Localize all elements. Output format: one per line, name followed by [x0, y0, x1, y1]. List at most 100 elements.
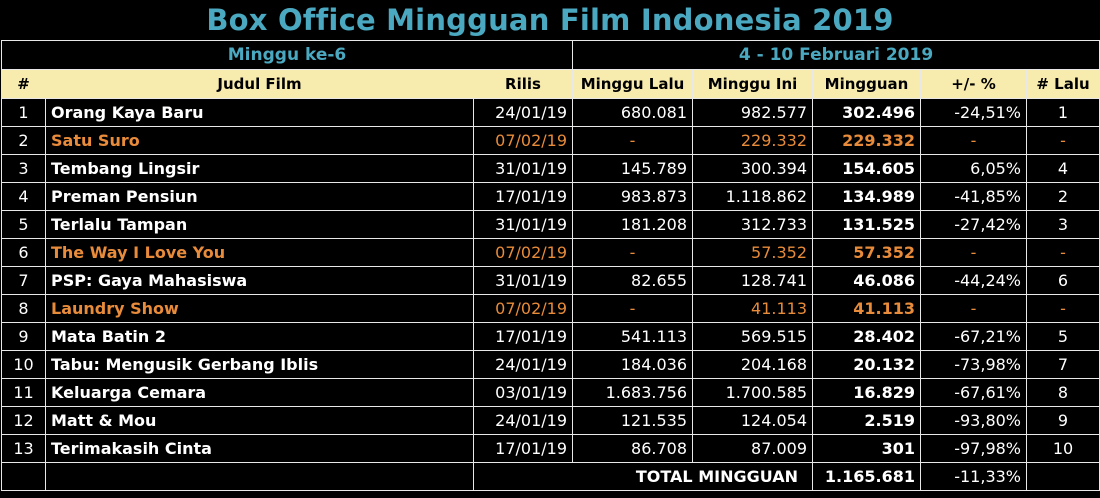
column-header-row: # Judul Film Rilis Minggu Lalu Minggu In…	[1, 69, 1100, 99]
last-rank-cell: 3	[1025, 210, 1100, 239]
rank-cell: 5	[1, 210, 46, 239]
weekly-cell: 154.605	[812, 154, 921, 183]
change-cell: -93,80%	[920, 406, 1027, 435]
film-title-cell: Preman Pensiun	[45, 182, 474, 211]
table-row: 9 Mata Batin 2 17/01/19 541.113 569.515 28.40…	[1, 322, 1100, 351]
total-label: TOTAL MINGGUAN	[473, 462, 813, 491]
change-cell: -	[920, 238, 1027, 267]
last-week-cell: 983.873	[572, 182, 693, 211]
total-empty-cell	[45, 462, 474, 491]
weekly-cell: 229.332	[812, 126, 921, 155]
col-header-title: Judul Film	[45, 69, 474, 99]
last-week-cell: 82.655	[572, 266, 693, 295]
this-week-cell: 312.733	[692, 210, 813, 239]
film-title-cell: Keluarga Cemara	[45, 378, 474, 407]
table-row: 1 Orang Kaya Baru 24/01/19 680.081 982.577 30…	[1, 98, 1100, 127]
change-cell: -97,98%	[920, 434, 1027, 463]
table-row: 8 Laundry Show 07/02/19-41.113 41.113- -	[1, 294, 1100, 323]
total-change: -11,33%	[920, 462, 1027, 491]
this-week-cell: 982.577	[692, 98, 813, 127]
release-date-cell: 24/01/19	[473, 406, 573, 435]
this-week-cell: 1.118.862	[692, 182, 813, 211]
table-row: 5 Terlalu Tampan 31/01/19 181.208 312.733 131…	[1, 210, 1100, 239]
weekly-cell: 46.086	[812, 266, 921, 295]
last-rank-cell: 5	[1025, 322, 1100, 351]
change-cell: -	[920, 126, 1027, 155]
last-rank-cell: 1	[1025, 98, 1100, 127]
last-week-cell: -	[572, 294, 693, 323]
last-week-cell: 145.789	[572, 154, 693, 183]
last-rank-cell: 8	[1025, 378, 1100, 407]
weekly-cell: 20.132	[812, 350, 921, 379]
release-date-cell: 31/01/19	[473, 210, 573, 239]
table-row: 11 Keluarga Cemara 03/01/19 1.683.756 1.700.…	[1, 378, 1100, 407]
last-week-cell: -	[572, 126, 693, 155]
change-cell: -41,85%	[920, 182, 1027, 211]
table-row: 7 PSP: Gaya Mahasiswa 31/01/19 82.655 128.74…	[1, 266, 1100, 295]
change-cell: -67,21%	[920, 322, 1027, 351]
last-rank-cell: -	[1025, 126, 1100, 155]
release-date-cell: 07/02/19	[473, 126, 573, 155]
this-week-cell: 204.168	[692, 350, 813, 379]
film-title-cell: Satu Suro	[45, 126, 474, 155]
table-row: 10 Tabu: Mengusik Gerbang Iblis 24/01/19 18…	[1, 350, 1100, 379]
film-title-cell: Mata Batin 2	[45, 322, 474, 351]
weekly-cell: 41.113	[812, 294, 921, 323]
table-row: 3 Tembang Lingsir 31/01/19 145.789 300.394 15…	[1, 154, 1100, 183]
col-header-release: Rilis	[473, 69, 573, 99]
film-title-cell: Tembang Lingsir	[45, 154, 474, 183]
col-header-no: #	[1, 69, 46, 99]
this-week-cell: 128.741	[692, 266, 813, 295]
last-week-cell: 184.036	[572, 350, 693, 379]
last-week-cell: 541.113	[572, 322, 693, 351]
release-date-cell: 24/01/19	[473, 350, 573, 379]
change-cell: -27,42%	[920, 210, 1027, 239]
last-week-cell: 680.081	[572, 98, 693, 127]
rank-cell: 3	[1, 154, 46, 183]
release-date-cell: 24/01/19	[473, 98, 573, 127]
change-cell: 6,05%	[920, 154, 1027, 183]
last-rank-cell: 4	[1025, 154, 1100, 183]
last-week-cell: 121.535	[572, 406, 693, 435]
last-rank-cell: 6	[1025, 266, 1100, 295]
this-week-cell: 229.332	[692, 126, 813, 155]
col-header-last-week: Minggu Lalu	[572, 69, 693, 99]
page-title: Box Office Mingguan Film Indonesia 2019	[206, 3, 894, 37]
table-row: 12 Matt & Mou 24/01/19 121.535 124.054 2.519-…	[1, 406, 1100, 435]
release-date-cell: 07/02/19	[473, 294, 573, 323]
last-week-cell: 86.708	[572, 434, 693, 463]
last-rank-cell: -	[1025, 238, 1100, 267]
table-body: 1 Orang Kaya Baru 24/01/19 680.081 982.577 30…	[1, 98, 1100, 463]
release-date-cell: 07/02/19	[473, 238, 573, 267]
release-date-cell: 31/01/19	[473, 154, 573, 183]
week-label: Minggu ke-6	[1, 40, 573, 70]
release-date-cell: 17/01/19	[473, 434, 573, 463]
rank-cell: 12	[1, 406, 46, 435]
change-cell: -44,24%	[920, 266, 1027, 295]
date-range: 4 - 10 Februari 2019	[571, 40, 1100, 70]
this-week-cell: 87.009	[692, 434, 813, 463]
last-rank-cell: 2	[1025, 182, 1100, 211]
last-rank-cell: 9	[1025, 406, 1100, 435]
weekly-cell: 16.829	[812, 378, 921, 407]
last-rank-cell: 7	[1025, 350, 1100, 379]
film-title-cell: Matt & Mou	[45, 406, 474, 435]
this-week-cell: 300.394	[692, 154, 813, 183]
this-week-cell: 124.054	[692, 406, 813, 435]
rank-cell: 9	[1, 322, 46, 351]
change-cell: -73,98%	[920, 350, 1027, 379]
film-title-cell: PSP: Gaya Mahasiswa	[45, 266, 474, 295]
rank-cell: 4	[1, 182, 46, 211]
table-row: 2 Satu Suro 07/02/19-229.332 229.332- -	[1, 126, 1100, 155]
weekly-cell: 302.496	[812, 98, 921, 127]
film-title-cell: Laundry Show	[45, 294, 474, 323]
table-row: 13 Terimakasih Cinta 17/01/19 86.708 87.009 3…	[1, 434, 1100, 463]
film-title-cell: Tabu: Mengusik Gerbang Iblis	[45, 350, 474, 379]
last-rank-cell: -	[1025, 294, 1100, 323]
rank-cell: 10	[1, 350, 46, 379]
film-title-cell: Terimakasih Cinta	[45, 434, 474, 463]
change-cell: -	[920, 294, 1027, 323]
box-office-table: Minggu ke-6 4 - 10 Februari 2019 # Judul…	[1, 40, 1100, 491]
rank-cell: 6	[1, 238, 46, 267]
rank-cell: 1	[1, 98, 46, 127]
